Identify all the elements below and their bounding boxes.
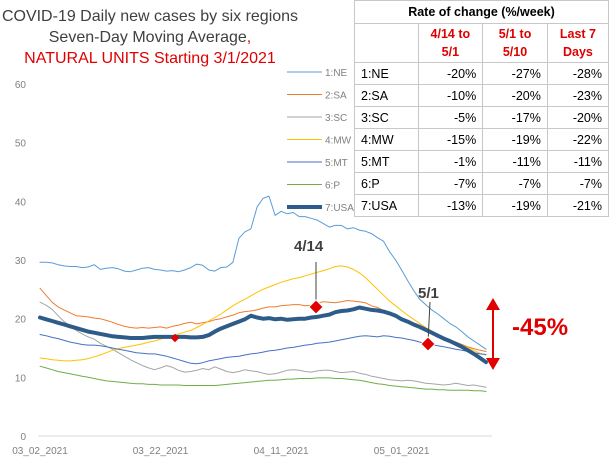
title-line-2: Seven-Day Moving Average, — [0, 27, 300, 48]
drop-label: -45% — [512, 314, 568, 341]
chart-title: COVID-19 Daily new cases by six regions … — [0, 6, 300, 69]
drop-arrow-head-down — [486, 358, 500, 370]
series-line-4-mw — [39, 265, 487, 362]
table-row: 5:MT -1% -11% -11% — [354, 150, 609, 173]
drop-arrow-head-up — [486, 298, 500, 310]
x-tick-label: 03_22_2021 — [133, 446, 189, 457]
table-header-region — [354, 23, 419, 63]
legend-label: 6:P — [325, 181, 340, 192]
table-cell-region: 6:P — [354, 172, 419, 195]
table-body: 1:NE -20% -27% -28% 2:SA -10% -20% -23% 3:SC -5% -… — [354, 62, 609, 217]
y-tick-label: 60 — [15, 80, 27, 91]
legend-label: 4:MW — [325, 136, 352, 147]
header-period-2-text: 5/1 to 5/10 — [498, 27, 532, 59]
table-row: 4:MW -15% -19% -22% — [354, 128, 609, 151]
table-cell-value: -28% — [546, 62, 609, 85]
table-cell-region: 7:USA — [354, 194, 419, 217]
table-cell-value: -17% — [482, 106, 548, 129]
table-header-period-2: 5/1 to 5/10 — [482, 23, 548, 63]
y-tick-label: 0 — [20, 432, 26, 443]
legend-label: 5:MT — [325, 158, 348, 169]
table-cell-value: -7% — [417, 172, 484, 195]
table-cell-value: -21% — [546, 194, 609, 217]
table-cell-value: -13% — [417, 194, 484, 217]
annot-4-14-label: 4/14 — [294, 238, 324, 255]
series-line-7-usa — [38, 305, 488, 365]
table-row: 1:NE -20% -27% -28% — [354, 62, 609, 85]
table-cell-value: -19% — [482, 194, 548, 217]
marker-5-1 — [420, 336, 436, 352]
title-line-2-comma: , — [246, 29, 252, 46]
series-lines — [38, 195, 488, 392]
table-cell-region: 1:NE — [354, 62, 419, 85]
table-cell-value: -20% — [482, 84, 548, 107]
title-line-1: COVID-19 Daily new cases by six regions — [1, 8, 299, 25]
legend-label: 3:SC — [325, 113, 347, 124]
table-cell-value: -7% — [482, 172, 548, 195]
marker-usa-start — [170, 333, 180, 343]
table-header-period-1: 4/14 to 5/1 — [417, 23, 484, 63]
table-cell-value: -27% — [482, 62, 548, 85]
series-line-6-p — [39, 365, 487, 392]
y-tick-label: 30 — [15, 256, 27, 267]
legend: 1:NE 2:SA 3:SC 4:MW 5:MT 6:P 7:USA — [287, 68, 354, 214]
legend-label: 2:SA — [325, 91, 347, 102]
table-row: 3:SC -5% -17% -20% — [354, 106, 609, 129]
title-line-3: NATURAL UNITS Starting 3/1/2021 — [24, 50, 276, 67]
y-tick-label: 40 — [15, 197, 27, 208]
table-cell-value: -7% — [546, 172, 609, 195]
series-line-1-ne — [39, 195, 487, 350]
table-cell-value: -10% — [417, 84, 484, 107]
table-row: 2:SA -10% -20% -23% — [354, 84, 609, 107]
table-cell-value: -5% — [417, 106, 484, 129]
table-row: 6:P -7% -7% -7% — [354, 172, 609, 195]
table-cell-value: -1% — [417, 150, 484, 173]
x-tick-label: 03_02_2021 — [12, 446, 68, 457]
table-cell-value: -11% — [546, 150, 609, 173]
y-axis-ticks: 0 10 20 30 40 50 60 — [15, 80, 27, 443]
table-cell-region: 3:SC — [354, 106, 419, 129]
title-line-2-text: Seven-Day Moving Average — [48, 29, 247, 46]
table-cell-region: 4:MW — [354, 128, 419, 151]
y-tick-label: 50 — [15, 139, 27, 150]
table-cell-value: -20% — [546, 106, 609, 129]
table-cell-region: 2:SA — [354, 84, 419, 107]
legend-label: 7:USA — [325, 203, 354, 214]
table-cell-value: -22% — [546, 128, 609, 151]
table-caption: Rate of change (%/week) — [354, 0, 609, 24]
marker-4-14 — [308, 299, 324, 315]
header-period-3-text: Last 7 Days — [559, 27, 596, 59]
y-tick-label: 10 — [15, 373, 27, 384]
rate-of-change-table: Rate of change (%/week) 4/14 to 5/1 5/1 … — [354, 0, 609, 217]
annot-5-1-pointer — [427, 301, 431, 343]
table-cell-value: -19% — [482, 128, 548, 151]
table-header-period-3: Last 7 Days — [546, 23, 609, 63]
series-line-3-sc — [39, 301, 487, 388]
table-cell-value: -15% — [417, 128, 484, 151]
table-cell-value: -23% — [546, 84, 609, 107]
series-line-5-mt — [39, 334, 487, 365]
legend-label: 1:NE — [325, 68, 348, 79]
x-axis-ticks: 03_02_2021 03_22_2021 04_11_2021 05_01_2021 — [12, 446, 430, 457]
x-tick-label: 04_11_2021 — [254, 446, 309, 457]
header-period-1-text: 4/14 to 5/1 — [430, 27, 471, 59]
table-cell-region: 5:MT — [354, 150, 419, 173]
table-cell-value: -11% — [482, 150, 548, 173]
x-tick-label: 05_01_2021 — [374, 446, 430, 457]
table-row: 7:USA -13% -19% -21% — [354, 194, 609, 217]
table-cell-value: -20% — [417, 62, 484, 85]
y-tick-label: 20 — [15, 315, 27, 326]
annot-5-1-label: 5/1 — [418, 285, 439, 302]
